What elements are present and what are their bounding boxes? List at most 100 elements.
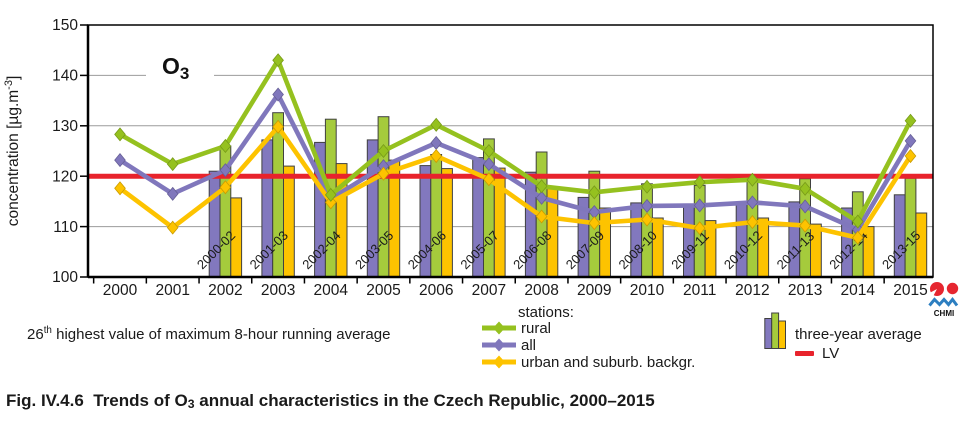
data-point-diamond [114, 181, 126, 196]
x-year-label: 2015 [893, 282, 927, 299]
x-year-label: 2012 [735, 282, 769, 299]
data-point-diamond [272, 53, 284, 68]
rural-line-swatch [482, 321, 516, 335]
line-series-all [114, 87, 917, 237]
figure-caption: Fig. IV.4.6 Trends of O3 annual characte… [6, 391, 655, 411]
data-point-diamond [483, 143, 495, 159]
data-point-diamond [324, 187, 337, 202]
data-line [117, 124, 913, 240]
x-year-label: 2010 [630, 282, 665, 299]
x-year-label: 2014 [841, 282, 876, 299]
x-year-label: 2011 [683, 282, 716, 299]
legend-item-all: all [481, 336, 537, 354]
legend-label-rural: rural [521, 319, 552, 337]
data-point-diamond [219, 180, 232, 195]
data-point-diamond [114, 153, 126, 168]
caption-prefix: Fig. IV.4.6 Trends of O [6, 391, 188, 410]
data-point-diamond [904, 149, 917, 164]
data-point-diamond [272, 119, 284, 134]
y-tick-label: 100 [52, 269, 78, 286]
note-prefix: 26 [27, 326, 44, 343]
data-point-diamond [904, 133, 917, 148]
data-point-diamond [588, 216, 601, 231]
o3-trend-chart: 2000-02 2001-03 2002-04 2003-05 2004-06 2005-… [3, 17, 934, 299]
data-point-diamond [693, 221, 706, 236]
y-tick-label: 140 [52, 68, 78, 85]
legend-label-lv: LV [822, 345, 840, 362]
chmi-logo-red-circle-right [946, 282, 959, 295]
data-point-diamond [851, 214, 864, 229]
data-point-diamond [166, 157, 179, 172]
data-point-diamond [693, 198, 706, 213]
x-year-label: 2000 [103, 282, 138, 299]
legend-stations-title: stations: [518, 304, 574, 321]
x-year-label: 2003 [261, 282, 295, 299]
chart-title-backdrop [146, 47, 214, 81]
axes: 100 110 120 130 140 150 2000 2001 2002 2003 2004 20… [52, 17, 934, 299]
note-rest: highest value of maximum 8-hour running … [51, 326, 391, 343]
data-point-diamond [219, 138, 232, 153]
x-year-label: 2005 [366, 282, 400, 299]
data-point-diamond [535, 190, 548, 205]
data-point-diamond [588, 185, 601, 200]
x-year-label: 2002 [208, 282, 242, 299]
data-point-diamond [693, 175, 706, 190]
chmi-logo-text: CHMI [934, 309, 954, 318]
data-point-diamond [324, 195, 337, 210]
data-point-diamond [746, 195, 759, 210]
urban-line-swatch [482, 355, 516, 369]
data-point-diamond [746, 215, 759, 230]
x-year-label: 2007 [472, 282, 506, 299]
chmi-logo: CHMI [928, 282, 959, 318]
note-superscript: th [43, 325, 52, 336]
data-point-diamond [219, 163, 232, 178]
x-year-label: 2006 [419, 282, 453, 299]
data-point-diamond [430, 135, 443, 150]
data-point-diamond [483, 157, 495, 172]
data-point-diamond [166, 186, 179, 201]
x-year-label: 2004 [314, 282, 349, 299]
bar-urban-2011-13 [810, 223, 822, 278]
legend-item-urban: urban and suburb. backgr. [481, 354, 695, 371]
data-point-diamond [535, 209, 548, 224]
lv-line-swatch [795, 351, 814, 356]
data-point-diamond [641, 212, 653, 227]
legend-label-all: all [521, 336, 537, 354]
data-point-diamond [166, 220, 179, 235]
data-point-diamond [641, 198, 653, 213]
data-point-diamond [746, 172, 759, 187]
data-point-diamond [641, 179, 653, 194]
caption-suffix: annual characteristics in the Czech Repu… [194, 391, 655, 410]
data-point-diamond [851, 230, 864, 245]
bar-urban-2004-06 [441, 168, 453, 278]
bar-groups [208, 112, 928, 278]
chart-note: 26th highest value of maximum 8-hour run… [27, 326, 390, 343]
bar-urban-2001-03 [283, 165, 295, 278]
data-point-diamond [114, 127, 126, 142]
y-tick-label: 120 [52, 168, 78, 185]
bar-urban-2010-12 [757, 217, 770, 278]
data-point-diamond [430, 149, 443, 164]
all-line-swatch [482, 338, 516, 352]
data-line [117, 92, 913, 232]
chart-title-o3: O3 [162, 53, 189, 83]
legend-label-three-year-average: three-year average [795, 326, 922, 343]
x-year-label: 2001 [155, 282, 189, 299]
chmi-logo-notch [928, 289, 937, 298]
x-year-label: 2008 [524, 282, 558, 299]
y-tick-label: 130 [52, 118, 78, 135]
bar-rural-2004-06 [430, 154, 443, 278]
y-axis-title: concentration [µg.m-3] [3, 76, 22, 227]
data-point-diamond [430, 117, 443, 132]
caption-subscript: 3 [187, 397, 195, 411]
three-year-average-bars-icon [764, 312, 787, 349]
line-series-urban [114, 119, 917, 245]
data-point-diamond [799, 181, 811, 196]
bar-urban-2013-15 [915, 212, 928, 278]
data-point-diamond [483, 172, 495, 187]
data-point-diamond [377, 143, 390, 159]
y-tick-label: 110 [53, 219, 78, 236]
y-tick-label: 150 [52, 17, 78, 34]
x-year-label: 2013 [788, 282, 822, 299]
